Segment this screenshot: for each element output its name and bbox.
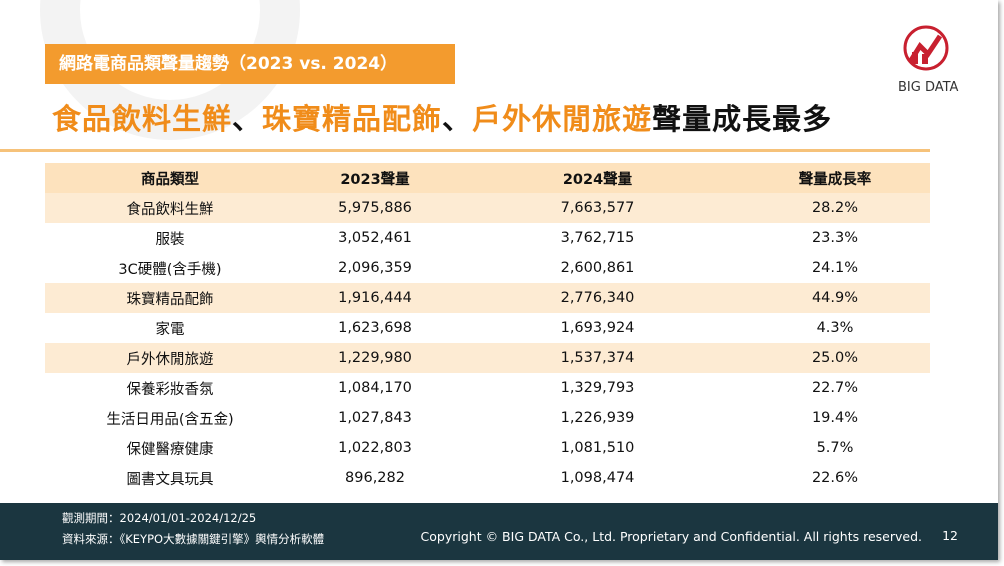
table-cell: 1,081,510	[560, 440, 635, 456]
table-cell: 戶外休閒旅遊	[45, 343, 295, 373]
period: 觀測期間：2024/01/01-2024/12/25	[62, 511, 257, 525]
table-cell: 生活日用品(含五金)	[106, 411, 234, 428]
table-row: 戶外休閒旅遊 1,229,980 1,537,374 25.0%	[45, 343, 930, 373]
table-cell: 食品飲料生鮮	[45, 193, 295, 223]
page-number: 12	[942, 528, 958, 543]
headline-highlight: 戶外休閒旅遊	[472, 102, 653, 136]
table-cell: 保養彩妝香氛	[126, 381, 214, 398]
section-tag: 網路電商品類聲量趨勢（2023 vs. 2024）	[45, 44, 455, 84]
source: 資料來源：《KEYPO大數據關鍵引擎》輿情分析軟體	[62, 532, 325, 546]
table-cell: 25.0%	[740, 343, 930, 373]
table-cell: 2,600,861	[560, 260, 635, 276]
header-row: 商品類型 2023聲量 2024聲量 聲量成長率	[45, 163, 930, 193]
data-table: 商品類型 2023聲量 2024聲量 聲量成長率 食品飲料生鮮 5,975,886…	[45, 163, 930, 493]
table-cell: 1,084,170	[338, 380, 412, 396]
table-cell: 5,975,886	[295, 193, 455, 223]
table-cell: 2,776,340	[455, 283, 740, 313]
table-cell: 1,027,843	[338, 410, 412, 426]
table-row: 生活日用品(含五金) 1,027,843 1,226,939 19.4%	[45, 403, 930, 433]
table-cell: 家電	[155, 321, 185, 338]
table-cell: 珠寶精品配飾	[45, 283, 295, 313]
table-cell: 1,623,698	[338, 320, 412, 336]
headline-highlight: 食品飲料生鮮	[52, 102, 233, 136]
logo: BIG DATA	[898, 25, 959, 95]
column-header: 2023聲量	[295, 163, 455, 193]
table-cell: 19.4%	[811, 410, 859, 426]
table-row: 食品飲料生鮮 5,975,886 7,663,577 28.2%	[45, 193, 930, 223]
table-cell: 5.7%	[816, 440, 854, 456]
table-cell: 1,329,793	[560, 380, 635, 396]
table-cell: 圖書文具玩具	[126, 471, 214, 488]
table-cell: 3,762,715	[560, 230, 635, 246]
table-cell: 1,693,924	[560, 320, 635, 336]
table-row: 家電 1,623,698 1,693,924 4.3%	[45, 313, 930, 343]
table-cell: 44.9%	[740, 283, 930, 313]
table-row: 保養彩妝香氛 1,084,170 1,329,793 22.7%	[45, 373, 930, 403]
divider	[0, 149, 930, 152]
table-cell: 896,282	[345, 470, 405, 486]
table-cell: 3C硬體(含手機)	[118, 261, 222, 278]
footer: 觀測期間：2024/01/01-2024/12/25 資料來源：《KEYPO大數…	[0, 503, 998, 560]
headline: 食品飲料生鮮、珠寶精品配飾、戶外休閒旅遊聲量成長最多	[52, 96, 832, 138]
table-body: 食品飲料生鮮 5,975,886 7,663,577 28.2% 服裝 3,052,461…	[45, 193, 930, 493]
headline-text: 、	[232, 102, 263, 136]
table-row: 圖書文具玩具 896,282 1,098,474 22.6%	[45, 463, 930, 493]
table-row: 保健醫療健康 1,022,803 1,081,510 5.7%	[45, 433, 930, 463]
table-cell: 1,022,803	[338, 440, 412, 456]
table-cell: 1,916,444	[295, 283, 455, 313]
logo-text: BIG DATA	[898, 80, 959, 95]
table-cell: 23.3%	[811, 230, 859, 246]
table-cell: 3,052,461	[338, 230, 412, 246]
headline-text: 聲量成長最多	[652, 102, 833, 136]
table-cell: 7,663,577	[455, 193, 740, 223]
table-cell: 1,226,939	[560, 410, 635, 426]
column-header: 聲量成長率	[740, 163, 930, 193]
table-cell: 服裝	[155, 231, 185, 248]
table-cell: 24.1%	[811, 260, 859, 276]
table-cell: 1,229,980	[295, 343, 455, 373]
table-cell: 28.2%	[740, 193, 930, 223]
headline-highlight: 珠寶精品配飾	[262, 102, 443, 136]
table-cell: 22.6%	[811, 470, 859, 486]
table-cell: 2,096,359	[338, 260, 412, 276]
table-cell: 1,098,474	[560, 470, 635, 486]
table-cell: 1,537,374	[455, 343, 740, 373]
column-header: 商品類型	[45, 163, 295, 193]
copyright: Copyright © BIG DATA Co., Ltd. Proprieta…	[420, 529, 922, 544]
table-row: 珠寶精品配飾 1,916,444 2,776,340 44.9%	[45, 283, 930, 313]
table-cell: 4.3%	[816, 320, 854, 336]
table-cell: 22.7%	[811, 380, 859, 396]
table-cell: 保健醫療健康	[126, 441, 214, 458]
column-header: 2024聲量	[455, 163, 740, 193]
headline-text: 、	[442, 102, 473, 136]
table-row: 3C硬體(含手機) 2,096,359 2,600,861 24.1%	[45, 253, 930, 283]
table-row: 服裝 3,052,461 3,762,715 23.3%	[45, 223, 930, 253]
